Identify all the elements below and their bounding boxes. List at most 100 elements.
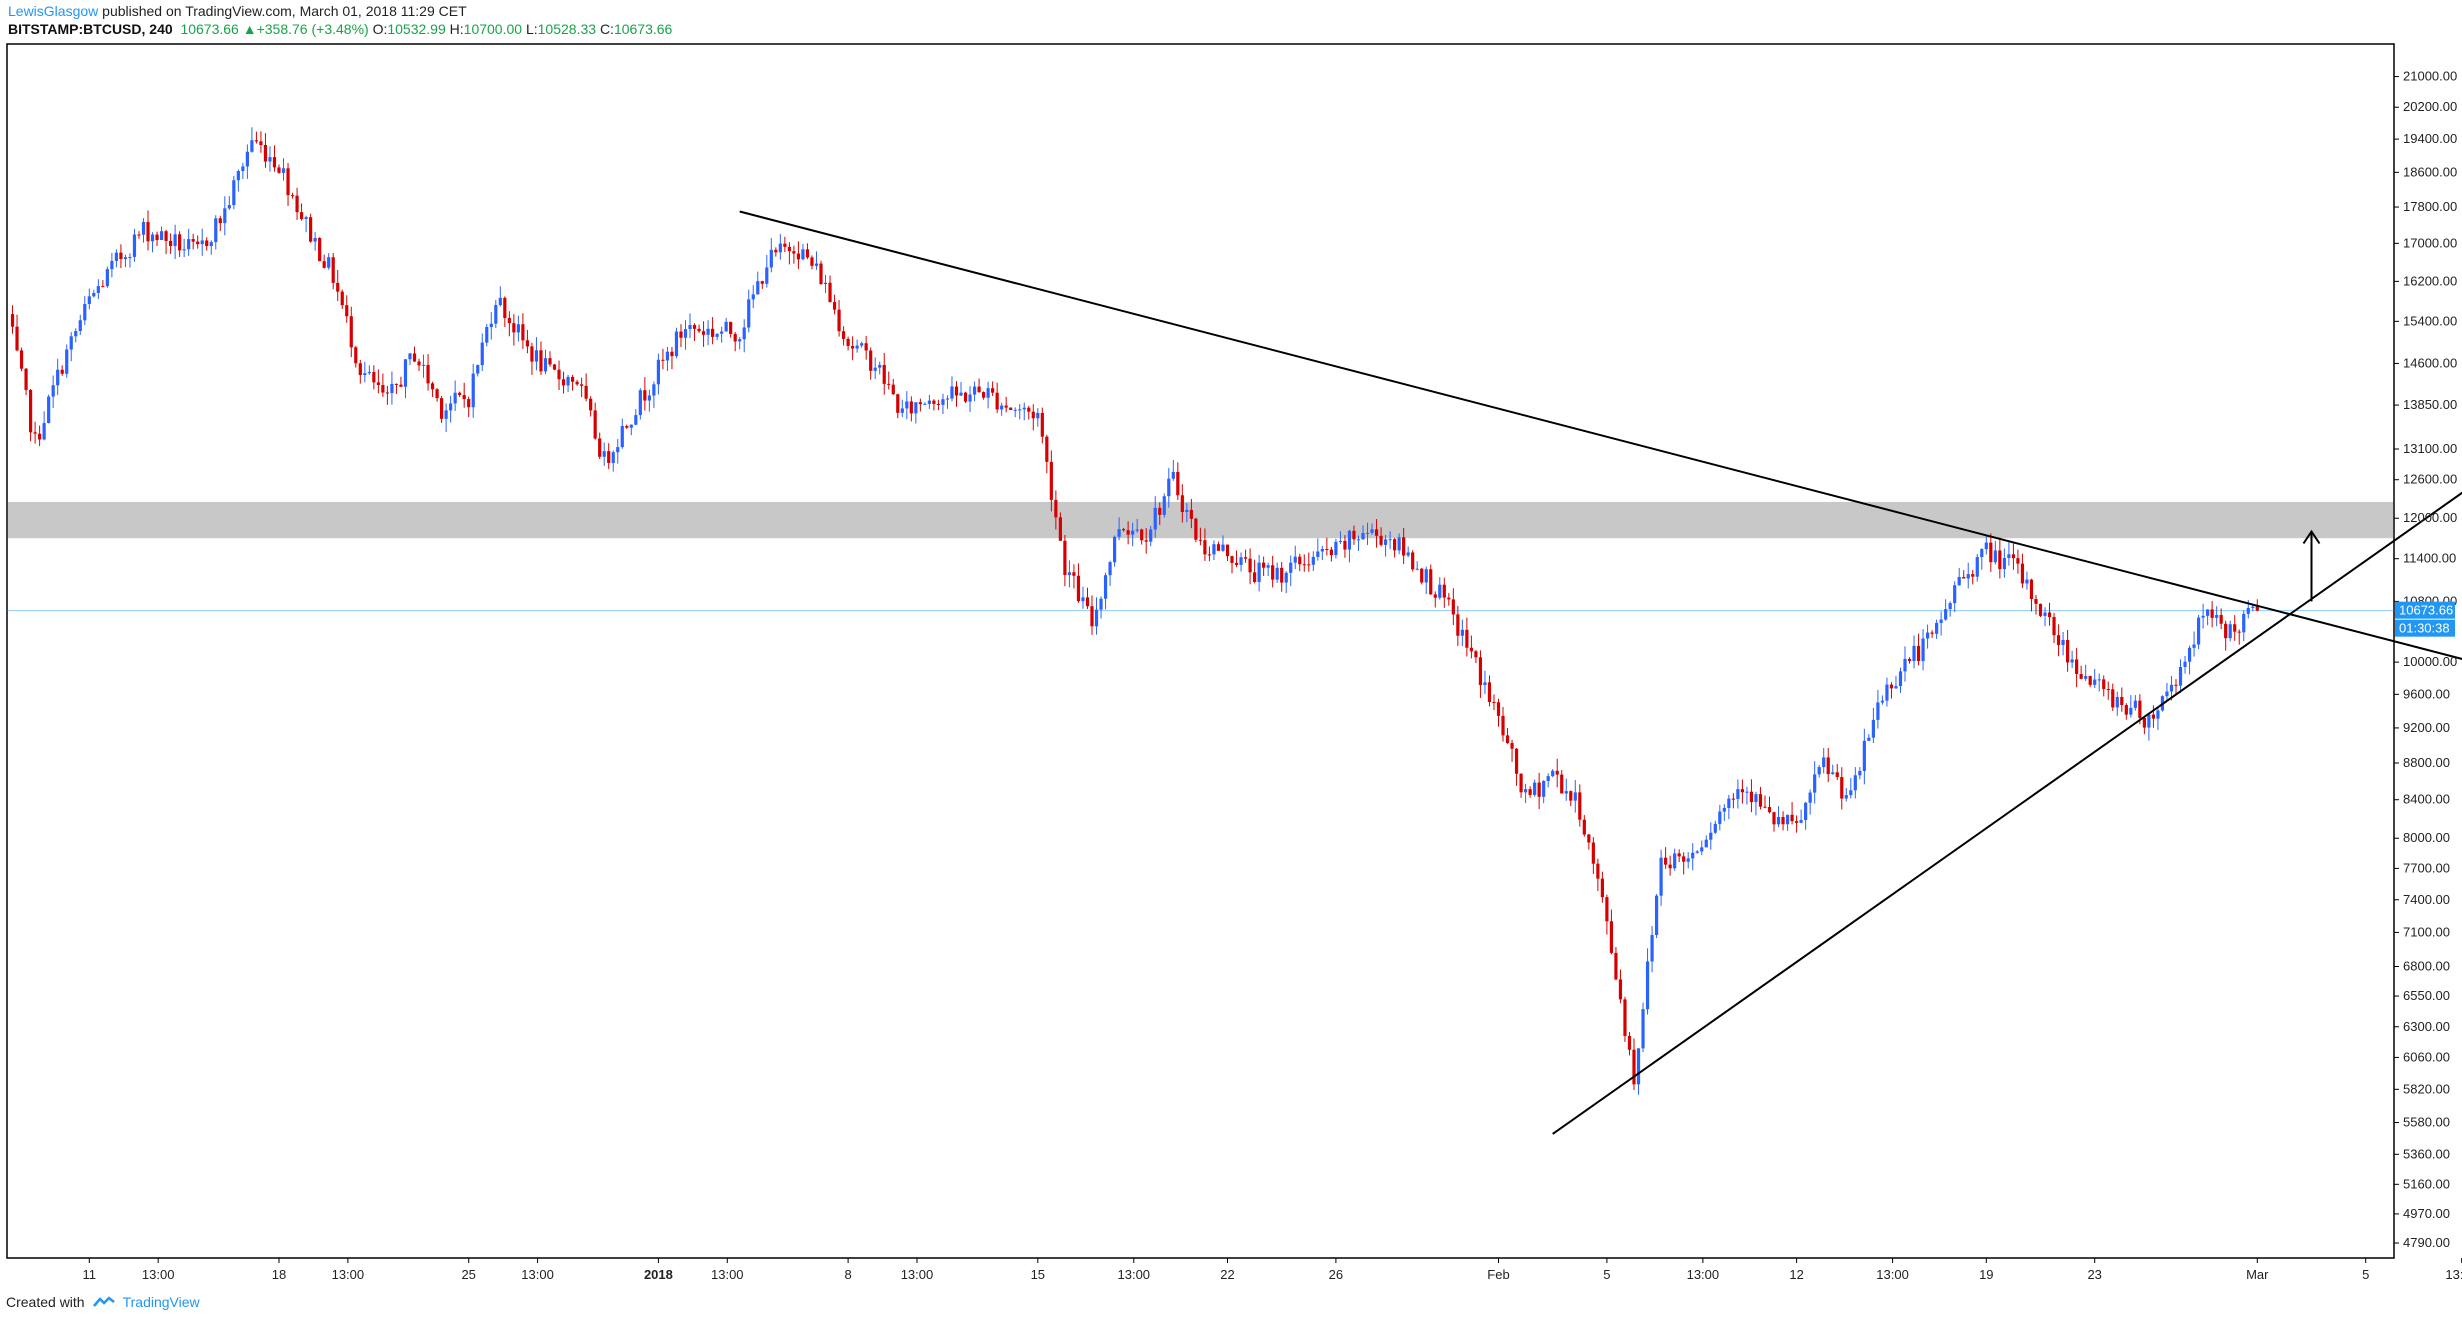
candle-body xyxy=(534,350,539,362)
breakout-arrow[interactable] xyxy=(2302,529,2321,602)
candle-body xyxy=(1578,792,1582,820)
candle-body xyxy=(33,432,37,434)
candle-body xyxy=(101,286,105,288)
candle-body xyxy=(485,327,489,343)
candle-body xyxy=(1677,853,1681,857)
candle-body xyxy=(792,251,796,254)
candlestick-chart[interactable]: 21000.00 20200.00 19400.00 18600.00 17800.00… xyxy=(0,0,2462,1290)
candle-body xyxy=(128,256,132,258)
candle-body xyxy=(1542,781,1546,797)
x-tick-label: Mar xyxy=(2246,1267,2269,1282)
candle-body xyxy=(119,252,123,260)
candle-body xyxy=(823,282,828,285)
close-value: 10673.66 xyxy=(613,21,673,37)
candle-body xyxy=(1289,562,1293,573)
candle-body xyxy=(2151,714,2156,719)
candle-body xyxy=(783,243,787,247)
candle-body xyxy=(96,286,100,293)
candle-body xyxy=(1478,657,1483,686)
candle-body xyxy=(1636,1048,1641,1085)
candle-body xyxy=(1135,529,1139,531)
candle-body xyxy=(2061,639,2065,646)
candle-body xyxy=(1654,895,1659,936)
candle-body xyxy=(1374,529,1379,536)
candle-body xyxy=(1957,577,1961,586)
candle-body xyxy=(1122,529,1126,531)
candle-body xyxy=(878,364,882,368)
candle-body xyxy=(2011,554,2015,559)
candle-body xyxy=(1591,842,1595,864)
candle-body xyxy=(539,350,543,372)
candle-body xyxy=(2129,707,2133,715)
author-link[interactable]: LewisGlasgow xyxy=(8,3,99,19)
candle-body xyxy=(1587,834,1591,843)
footer: Created with TradingView xyxy=(6,1294,200,1310)
candle-body xyxy=(1072,572,1076,576)
candle-body xyxy=(123,257,128,260)
candle-body xyxy=(1460,629,1464,636)
candle-body xyxy=(1867,737,1871,741)
candle-body xyxy=(995,392,999,410)
candle-body xyxy=(2084,676,2088,679)
price-scale[interactable]: 21000.00 20200.00 19400.00 18600.00 17800.00… xyxy=(2394,69,2457,1250)
candle-body xyxy=(1524,789,1528,793)
candle-body xyxy=(625,426,629,428)
candle-body xyxy=(738,339,742,342)
candle-body xyxy=(1930,632,1934,634)
candle-body xyxy=(1605,897,1609,922)
price-label-bg xyxy=(2395,601,2455,619)
time-scale[interactable]: 11 13:00 18 13:00 25 13:00 2018 13:00 8 13:00 15 13… xyxy=(83,1258,2462,1282)
candle-body xyxy=(724,321,728,332)
candle-body xyxy=(1126,530,1130,535)
candle-body xyxy=(28,389,33,433)
arrow-head-icon[interactable] xyxy=(2302,529,2321,545)
candle-body xyxy=(1257,562,1261,582)
candle-body xyxy=(1144,540,1148,542)
created-with-text: Created with xyxy=(6,1294,85,1310)
candle-body xyxy=(2196,617,2201,645)
trendlines[interactable] xyxy=(739,210,2462,1135)
candle-body xyxy=(1641,1009,1645,1049)
publish-info: LewisGlasgow published on TradingView.co… xyxy=(8,3,467,19)
candle-body xyxy=(51,385,55,397)
candle-body xyxy=(250,140,254,152)
candle-body xyxy=(304,217,308,219)
candle-body xyxy=(268,157,272,162)
candle-body xyxy=(905,401,909,409)
candle-body xyxy=(1785,814,1790,825)
x-tick-label: Feb xyxy=(1487,1267,1509,1282)
candle-body xyxy=(1980,549,1984,558)
candle-body xyxy=(837,309,841,332)
candle-body xyxy=(580,384,584,386)
candle-body xyxy=(1000,405,1004,410)
candle-body xyxy=(105,269,109,287)
price-change: +358.76 (+3.48%) xyxy=(256,21,369,37)
candle-body xyxy=(873,367,877,371)
candle-body xyxy=(2029,579,2034,599)
candle-body xyxy=(1018,409,1022,411)
candle-body xyxy=(2075,659,2079,674)
candle-body xyxy=(141,221,146,235)
candle-body xyxy=(593,410,597,439)
candle-body xyxy=(814,263,819,266)
candle-body xyxy=(570,376,575,382)
candle-body xyxy=(78,320,82,332)
trendline[interactable] xyxy=(1552,408,2462,1135)
candle-body xyxy=(643,390,647,401)
candle-body xyxy=(1889,684,1894,689)
candle-body xyxy=(1551,770,1555,777)
tradingview-link[interactable]: TradingView xyxy=(122,1294,200,1310)
candle-body xyxy=(923,403,927,405)
candle-body xyxy=(1790,814,1794,822)
candle-body xyxy=(787,246,791,252)
candle-body xyxy=(110,260,114,270)
trendline[interactable] xyxy=(739,210,2462,690)
candle-body xyxy=(1212,544,1216,555)
candle-body xyxy=(1763,806,1767,808)
candle-body xyxy=(945,398,950,400)
candle-body xyxy=(1275,567,1279,580)
x-tick-label: 23 xyxy=(2087,1267,2101,1282)
candle-body xyxy=(399,384,403,387)
candle-body xyxy=(1609,921,1614,953)
candle-body xyxy=(1813,774,1817,793)
